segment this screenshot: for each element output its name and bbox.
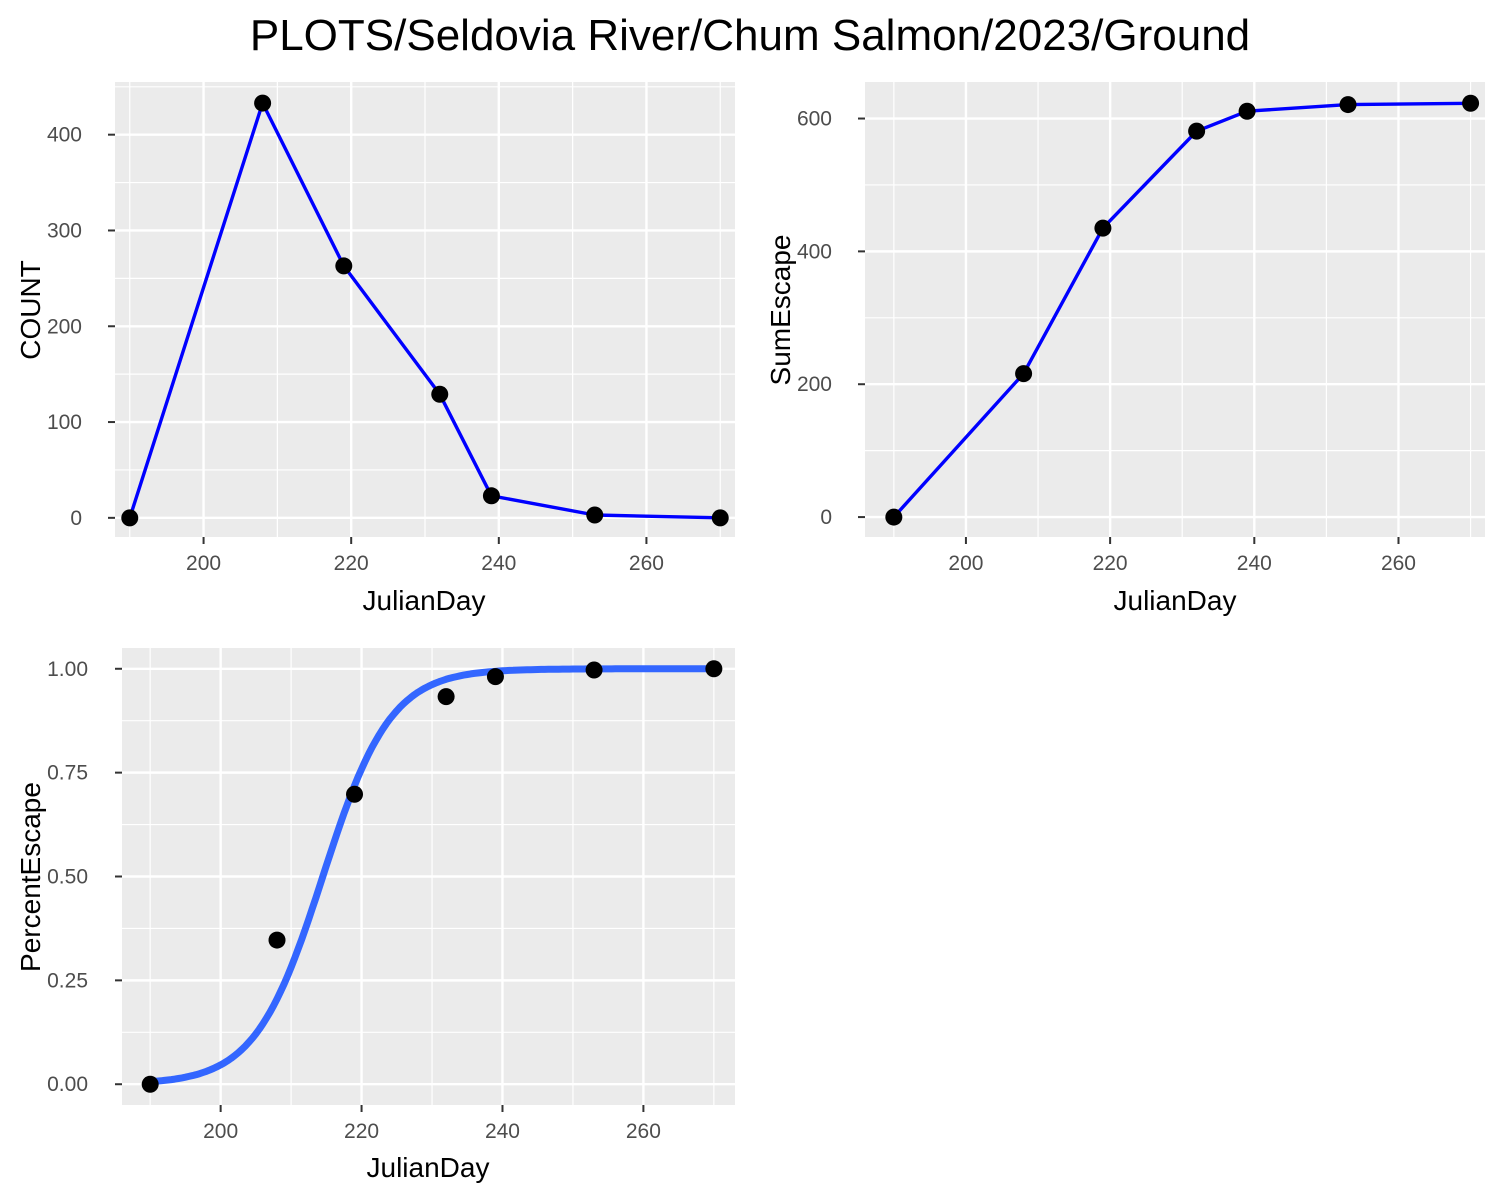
chart-1-y-tick-label: 100 bbox=[47, 411, 82, 434]
chart-1-point bbox=[482, 487, 500, 505]
chart-3-point bbox=[268, 931, 286, 949]
chart-3-y-tick-label: 0.50 bbox=[47, 866, 88, 889]
chart-3-x-tick-label: 220 bbox=[344, 1120, 379, 1143]
chart-1-point bbox=[586, 506, 604, 524]
chart-2-point bbox=[1238, 102, 1256, 120]
chart-2-panel bbox=[865, 82, 1485, 537]
chart-3-y-tick-label: 0.75 bbox=[47, 762, 88, 785]
chart-2-y-tick-label: 200 bbox=[797, 373, 832, 396]
chart-1-point bbox=[254, 94, 272, 112]
chart-1-y-tick-label: 400 bbox=[47, 124, 82, 147]
chart-1-point bbox=[431, 385, 449, 403]
chart-2-point bbox=[1015, 365, 1033, 383]
chart-3-y-tick-label: 0.00 bbox=[47, 1073, 88, 1096]
chart-3-point bbox=[346, 785, 364, 803]
chart-3-y-axis-title: PercentEscape bbox=[15, 782, 46, 972]
page-title: PLOTS/Seldovia River/Chum Salmon/2023/Gr… bbox=[249, 11, 1251, 60]
chart-1-x-tick-label: 240 bbox=[481, 552, 516, 575]
chart-2-point bbox=[1339, 96, 1357, 114]
chart-1-point bbox=[711, 509, 729, 527]
chart-3-x-axis-title: JulianDay bbox=[367, 1152, 490, 1183]
chart-2-x-tick-label: 240 bbox=[1237, 552, 1272, 575]
chart-2-point bbox=[1094, 219, 1112, 237]
chart-3-point bbox=[585, 661, 603, 679]
chart-3-y-tick-label: 1.00 bbox=[47, 658, 88, 681]
chart-3-point bbox=[141, 1075, 159, 1093]
chart-3-point bbox=[437, 688, 455, 706]
chart-3-point bbox=[705, 660, 723, 678]
chart-2-x-tick-label: 220 bbox=[1093, 552, 1128, 575]
chart-2-point bbox=[1462, 94, 1480, 112]
chart-1-y-axis-title: COUNT bbox=[15, 260, 46, 360]
chart-2-y-tick-label: 0 bbox=[820, 506, 832, 529]
chart-3-y-tick-label: 0.25 bbox=[47, 969, 88, 992]
chart-2-x-tick-label: 260 bbox=[1381, 552, 1416, 575]
chart-1-x-axis-title: JulianDay bbox=[363, 585, 486, 616]
chart-1-x-tick-label: 260 bbox=[629, 552, 664, 575]
chart-2-y-tick-label: 600 bbox=[797, 108, 832, 131]
chart-2-x-axis-title: JulianDay bbox=[1114, 585, 1237, 616]
chart-2-point bbox=[1188, 122, 1206, 140]
chart-1-x-tick-label: 220 bbox=[334, 552, 369, 575]
chart-3-point bbox=[486, 668, 504, 686]
chart-3-x-tick-label: 240 bbox=[485, 1120, 520, 1143]
chart-2-point bbox=[885, 508, 903, 526]
chart-3-x-tick-label: 260 bbox=[626, 1120, 661, 1143]
chart-1-y-tick-label: 0 bbox=[70, 507, 82, 530]
chart-1-x-tick-label: 200 bbox=[186, 552, 221, 575]
chart-1-point bbox=[121, 509, 139, 527]
chart-1-point bbox=[335, 257, 353, 275]
chart-1-y-tick-label: 300 bbox=[47, 219, 82, 242]
chart-2-y-axis-title: SumEscape bbox=[765, 235, 796, 386]
chart-1-y-tick-label: 200 bbox=[47, 315, 82, 338]
chart-2-x-tick-label: 200 bbox=[948, 552, 983, 575]
chart-3-x-tick-label: 200 bbox=[203, 1120, 238, 1143]
chart-3-fit-curve bbox=[149, 665, 714, 1086]
chart-2-y-tick-label: 400 bbox=[797, 240, 832, 263]
